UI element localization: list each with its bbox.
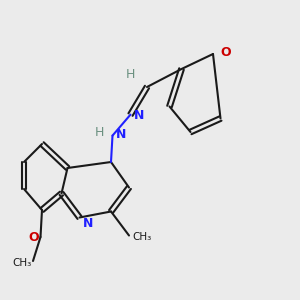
Text: O: O <box>28 231 39 244</box>
Text: H: H <box>94 126 104 139</box>
Text: H: H <box>126 68 135 82</box>
Text: CH₃: CH₃ <box>12 257 32 268</box>
Text: O: O <box>220 46 231 59</box>
Text: N: N <box>116 128 126 141</box>
Text: CH₃: CH₃ <box>132 232 151 242</box>
Text: N: N <box>134 109 144 122</box>
Text: N: N <box>82 217 93 230</box>
